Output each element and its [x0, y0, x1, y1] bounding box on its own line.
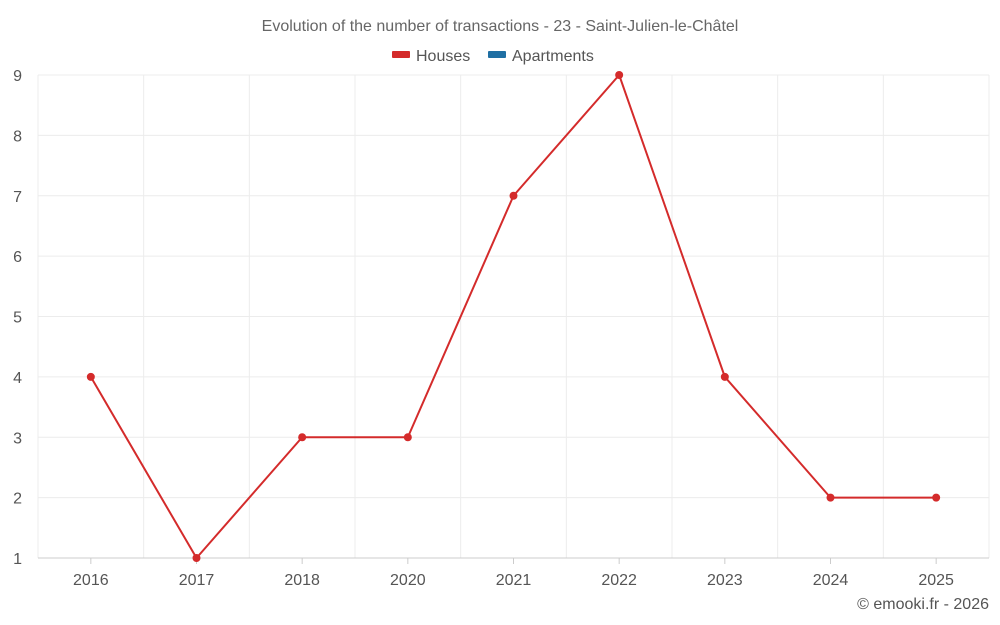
series-houses — [86, 71, 941, 562]
x-tick-label: 2025 — [918, 572, 954, 589]
data-point[interactable] — [615, 71, 624, 79]
x-axis: 2016 2017 2018 2020 2021 2022 2023 2024 2025 — [38, 557, 989, 589]
data-point[interactable] — [932, 493, 941, 502]
y-tick-label: 3 — [13, 430, 22, 447]
legend-item-apartments[interactable]: Apartments — [488, 48, 594, 65]
y-axis: 1 2 3 4 5 6 7 8 9 — [13, 68, 22, 568]
x-tick-label: 2022 — [601, 572, 637, 589]
data-point[interactable] — [509, 191, 518, 200]
x-tick-label: 2021 — [496, 572, 532, 589]
x-tick-label: 2018 — [284, 572, 320, 589]
y-tick-label: 8 — [13, 128, 22, 145]
credit-text: © emooki.fr - 2026 — [857, 596, 989, 613]
data-point[interactable] — [720, 372, 729, 381]
y-tick-label: 7 — [13, 189, 22, 206]
data-point[interactable] — [86, 372, 95, 381]
y-tick-label: 9 — [13, 68, 22, 85]
y-tick-label: 2 — [13, 491, 22, 508]
legend-item-houses[interactable]: Houses — [392, 48, 470, 65]
legend-swatch-apartments — [488, 51, 506, 58]
data-point[interactable] — [826, 493, 835, 502]
data-point[interactable] — [403, 433, 412, 442]
y-tick-label: 4 — [13, 370, 22, 387]
x-tick-label: 2017 — [179, 572, 215, 589]
data-point[interactable] — [298, 433, 307, 442]
y-tick-label: 6 — [13, 249, 22, 266]
grid — [37, 74, 990, 558]
x-tick-label: 2024 — [813, 572, 849, 589]
legend-label-houses: Houses — [416, 48, 470, 65]
x-tick-label: 2020 — [390, 572, 426, 589]
x-tick-label: 2023 — [707, 572, 743, 589]
legend-label-apartments: Apartments — [512, 48, 594, 65]
data-point[interactable] — [192, 554, 201, 562]
y-tick-label: 5 — [13, 310, 22, 327]
legend-swatch-houses — [392, 51, 410, 58]
legend: Houses Apartments — [392, 48, 594, 65]
x-tick-label: 2016 — [73, 572, 109, 589]
y-tick-label: 1 — [13, 551, 22, 568]
chart-title: Evolution of the number of transactions … — [262, 18, 739, 35]
